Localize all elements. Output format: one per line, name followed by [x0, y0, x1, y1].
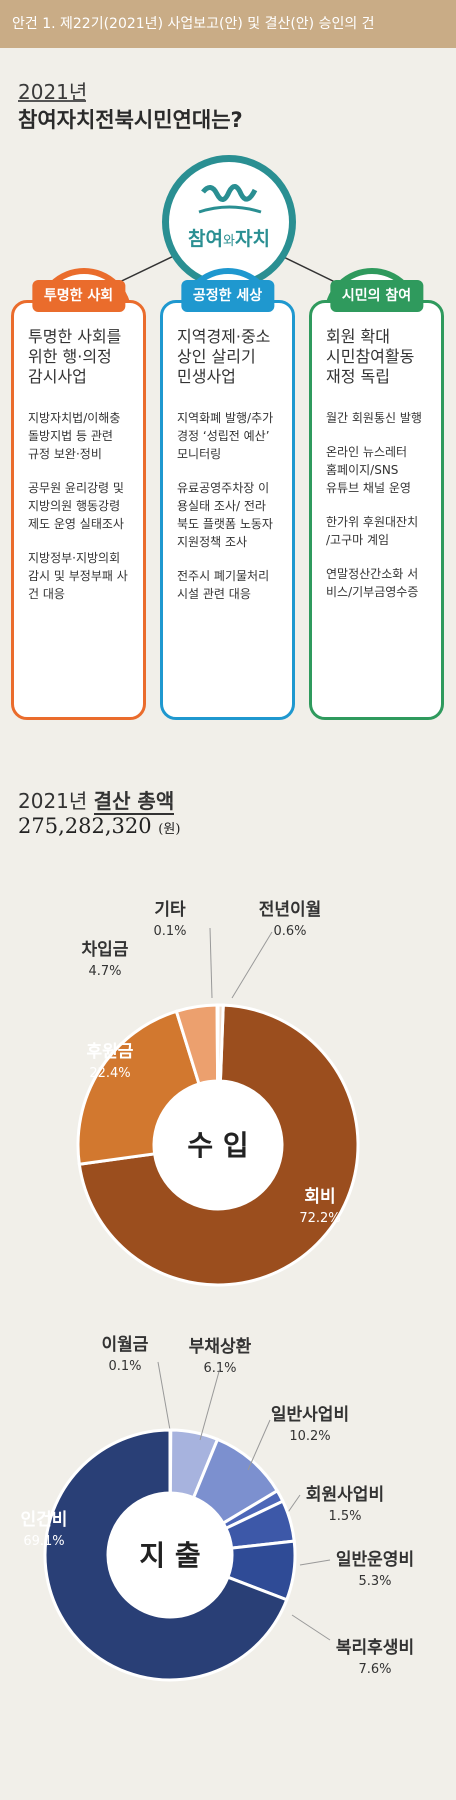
- header-bar: 안건 1. 제22기(2021년) 사업보고(안) 및 결산(안) 승인의 건: [0, 0, 456, 48]
- settlement-title: 2021년 결산 총액: [18, 789, 175, 815]
- card-item: 연말정산간소화 서 비스/기부금영수증: [326, 567, 419, 599]
- leader-line: [299, 1559, 331, 1566]
- leader-line: [157, 1361, 171, 1431]
- slice-label: 일반사업비 10.2%: [271, 1405, 349, 1444]
- donut-center-title: 지 출: [139, 1539, 200, 1572]
- leader-line: [291, 1614, 331, 1641]
- slice-value: 72.2%: [299, 1211, 340, 1226]
- slice-value: 4.7%: [88, 964, 121, 979]
- slice-name: 회비: [304, 1187, 335, 1207]
- slice-label: 일반운영비 5.3%: [336, 1550, 414, 1589]
- slice-label: 이월금 0.1%: [102, 1335, 149, 1374]
- slice-name: 기타: [154, 900, 186, 920]
- card-item: 지방자치법/이해충 돌방지법 등 관련 규정 보완·정비: [28, 411, 121, 461]
- leader-line: [231, 931, 273, 999]
- slice-label: 복리후생비 7.6%: [336, 1637, 414, 1677]
- card-heading: 투명한 사회를 위한 행·의정 감시사업: [28, 327, 122, 386]
- card-item: 지방정부·지방의회 감시 및 부정부패 사 건 대응: [28, 551, 128, 601]
- leader-line: [199, 1367, 221, 1441]
- card-item: 온라인 뉴스레터 홈페이지/SNS 유튜브 채널 운영: [326, 445, 411, 495]
- slice-name: 일반사업비: [271, 1405, 349, 1425]
- logo-icon: [198, 184, 262, 214]
- leader-line: [247, 1419, 271, 1471]
- card-participation: 시민의 참여 회원 확대 시민참여활동 재정 독립 월간 회원통신 발행 온라인…: [309, 280, 444, 720]
- slice-label: 기타 0.1%: [153, 900, 186, 939]
- slice-name: 전년이월: [259, 900, 322, 920]
- slice-value: 7.6%: [358, 1662, 391, 1677]
- slice-label: 전년이월 0.6%: [259, 900, 322, 939]
- slice-value: 0.1%: [108, 1359, 141, 1374]
- slice-value: 0.1%: [153, 924, 186, 939]
- badge-transparency: 투명한 사회: [31, 280, 126, 312]
- income-donut-chart: 회비 72.2% 후원금 22.4% 차입금 4.7% 기타 0.1% 전년이월 0.6% 수 입: [76, 900, 360, 1287]
- leader-line: [209, 927, 213, 999]
- slice-value: 5.3%: [358, 1574, 391, 1589]
- header-title: 안건 1. 제22기(2021년) 사업보고(안) 및 결산(안) 승인의 건: [12, 16, 375, 32]
- card-item: 월간 회원통신 발행: [326, 411, 422, 425]
- slice-label: 차입금 4.7%: [82, 940, 129, 979]
- settlement-total: 275,282,320 (원): [18, 814, 181, 838]
- badge-participation: 시민의 참여: [329, 280, 424, 312]
- slice-label: 인건비 69.1%: [21, 1510, 68, 1549]
- slice-value: 10.2%: [289, 1429, 330, 1444]
- slice-value: 0.6%: [273, 924, 306, 939]
- card-heading: 회원 확대 시민참여활동 재정 독립: [326, 327, 415, 386]
- slice-name: 후원금: [87, 1041, 134, 1062]
- donut-center-title: 수 입: [187, 1129, 248, 1162]
- intro-year-underline: [18, 100, 86, 102]
- slice-label: 후원금 22.4%: [87, 1041, 134, 1081]
- slice-label: 회원사업비 1.5%: [306, 1485, 384, 1524]
- card-item: 공무원 윤리강령 및 지방의원 행동강령 제도 운영 실태조사: [28, 481, 124, 531]
- slice-name: 회원사업비: [306, 1485, 384, 1505]
- intro-title: 참여자치전북시민연대는?: [18, 108, 243, 132]
- card-item: 전주시 폐기물처리 시설 관련 대응: [177, 569, 270, 601]
- slice-name: 이월금: [102, 1335, 149, 1355]
- card-fairness: 공정한 세상 지역경제·중소 상인 살리기 민생사업 지역화폐 발행/추가 경정…: [160, 280, 295, 720]
- center-label: 참여와자치: [188, 228, 270, 250]
- center-circle: 참여와자치: [162, 155, 296, 289]
- slice-name: 부채상환: [189, 1337, 252, 1357]
- slice-name: 인건비: [21, 1510, 68, 1530]
- card-item: 한가위 후원대잔치 /고구마 계임: [326, 515, 419, 547]
- badge-fairness: 공정한 세상: [180, 280, 275, 312]
- card-transparency: 투명한 사회 투명한 사회를 위한 행·의정 감시사업 지방자치법/이해충 돌방…: [11, 280, 146, 720]
- card-item: 유료공영주차장 이 용실태 조사/ 전라 북도 플랫폼 노동자 지원정책 조사: [177, 481, 273, 549]
- card-item: 지역화폐 발행/추가 경정 ‘성립전 예산’ 모니터링: [177, 411, 274, 461]
- slice-label: 회비 72.2%: [299, 1187, 340, 1226]
- slice-value: 69.1%: [23, 1534, 64, 1549]
- slice-name: 차입금: [82, 940, 129, 960]
- slice-name: 복리후생비: [336, 1637, 414, 1658]
- slice-name: 일반운영비: [336, 1550, 414, 1570]
- card-heading: 지역경제·중소 상인 살리기 민생사업: [177, 327, 271, 386]
- slice-value: 22.4%: [89, 1066, 130, 1081]
- slice-value: 1.5%: [328, 1509, 361, 1524]
